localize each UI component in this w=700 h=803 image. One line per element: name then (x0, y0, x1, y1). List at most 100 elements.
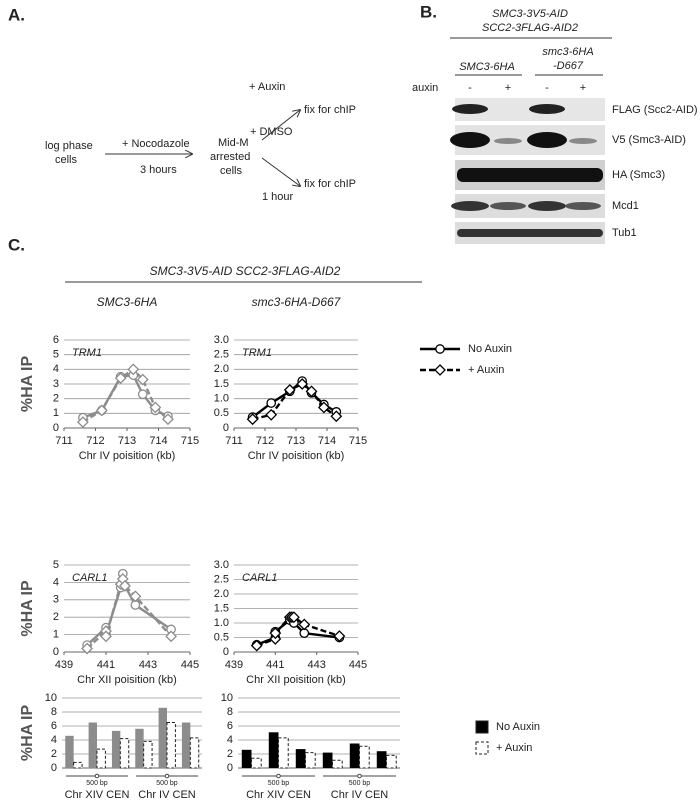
bar (189, 737, 200, 769)
y-tick-label: 6 (227, 720, 233, 732)
bar (119, 738, 130, 769)
y-tick-label: 2 (51, 748, 57, 760)
x-tick-label: 715 (181, 435, 199, 447)
x-tick-label: 445 (349, 659, 367, 671)
y-tick-label: 1 (53, 407, 59, 419)
cen-mark (94, 773, 100, 779)
bar (322, 752, 333, 768)
bar (181, 722, 191, 768)
point (266, 398, 277, 408)
scale-label: 500 bp (86, 780, 108, 787)
panel-label: A. (8, 5, 25, 24)
y-tick-label: 5 (53, 349, 59, 361)
y-tick-label: 0.5 (214, 407, 229, 419)
blot (450, 98, 605, 244)
y-tick-label: 4 (51, 734, 57, 746)
y-tick-label: 2.0 (214, 588, 229, 600)
row-label: auxin (412, 82, 438, 94)
y-tick-label: 0.5 (214, 631, 229, 643)
x-tick-label: 714 (149, 435, 167, 447)
lane: + (580, 82, 586, 94)
point (162, 413, 174, 426)
legend-label: + Auxin (468, 364, 504, 376)
point (288, 611, 300, 624)
bar (376, 751, 387, 768)
x-tick-label: 711 (225, 435, 243, 447)
x-tick-label: 443 (307, 659, 325, 671)
y-tick-label: 1 (53, 629, 59, 641)
x-tick-label: 445 (181, 659, 199, 671)
x-axis-label: Chr XII poisition (kb) (77, 674, 177, 686)
y-tick-label: 3 (53, 378, 59, 390)
x-tick-label: 712 (86, 435, 104, 447)
bar (65, 735, 74, 768)
x-tick-label: 712 (256, 435, 274, 447)
x-tick-label: 715 (349, 435, 367, 447)
x-axis-label: Chr IV poisition (kb) (79, 450, 176, 462)
bar (143, 740, 153, 769)
step: 1 hour (262, 191, 294, 203)
bar (96, 748, 106, 769)
group: -D667 (553, 60, 584, 72)
strain: SMC3-3V5-AID (492, 8, 568, 20)
annotation: CARL1 (242, 572, 277, 584)
blot-label: HA (Smc3) (612, 169, 665, 181)
legend-swatch (475, 741, 489, 755)
strain: SMC3-3V5-AID SCC2-3FLAG-AID2 (150, 264, 341, 278)
scale-label: 500 bp (349, 780, 371, 787)
point (100, 630, 112, 643)
point (434, 364, 446, 376)
step: log phase (45, 140, 93, 152)
point (269, 627, 282, 640)
series-line (86, 575, 172, 650)
y-tick-label: 4 (227, 734, 233, 746)
point (127, 363, 140, 376)
group: smc3-6HA (542, 46, 593, 58)
step: cells (55, 154, 78, 166)
legend-label: No Auxin (496, 721, 540, 733)
point (149, 401, 162, 414)
bar (88, 722, 97, 768)
bar (158, 707, 167, 768)
x-tick-label: 711 (55, 435, 73, 447)
step: fix for chIP (304, 104, 356, 116)
step: arrested (210, 151, 250, 163)
y-tick-label: 1.5 (214, 602, 229, 614)
point (435, 344, 445, 354)
point (250, 639, 263, 652)
region-label: Chr XIV CEN (65, 789, 130, 801)
annotation: TRM1 (242, 347, 272, 359)
lane: + (505, 82, 511, 94)
panel-label: C. (8, 235, 25, 254)
legend-label: + Auxin (496, 742, 532, 754)
point (118, 579, 131, 592)
scale-label: 500 bp (156, 780, 178, 787)
step: fix for chIP (304, 178, 356, 190)
legend-swatch (475, 720, 489, 734)
y-tick-label: 0 (51, 762, 57, 774)
point (136, 373, 149, 386)
y-tick-label: 0 (227, 762, 233, 774)
blot-label: V5 (Smc3-AID) (612, 134, 686, 146)
x-axis-label: Chr IV poisition (kb) (248, 450, 345, 462)
bar (241, 749, 252, 768)
bar (359, 745, 370, 769)
point (137, 389, 148, 400)
bar (135, 728, 144, 768)
y-tick-label: 0 (223, 422, 229, 434)
lane: - (545, 82, 549, 94)
y-tick-label: 10 (221, 692, 233, 704)
y-tick-label: 2 (227, 748, 233, 760)
group: SMC3-6HA (459, 61, 515, 73)
y-tick-label: 10 (45, 692, 57, 704)
bar (332, 759, 343, 769)
x-tick-label: 439 (225, 659, 243, 671)
point (296, 378, 309, 390)
x-tick-label: 713 (118, 435, 136, 447)
y-tick-label: 1.0 (214, 393, 229, 405)
y-tick-label: 0 (53, 422, 59, 434)
point (246, 413, 259, 426)
point (333, 630, 346, 642)
y-tick-label: 1.0 (214, 617, 229, 629)
point (298, 618, 311, 631)
